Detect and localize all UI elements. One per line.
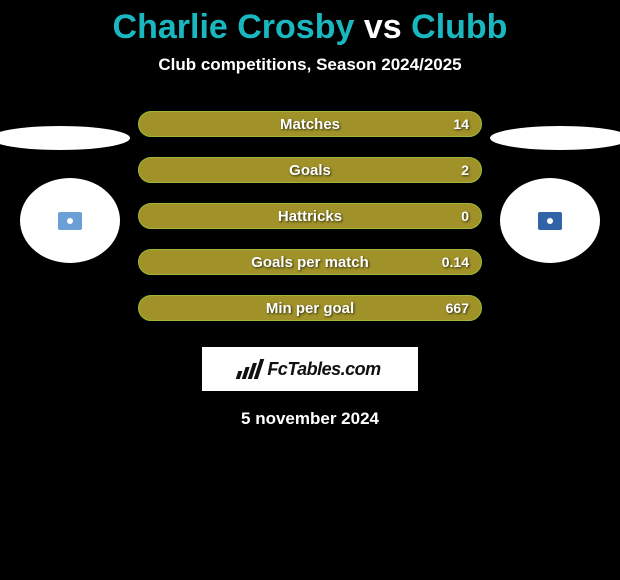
player1-crest-icon xyxy=(58,212,82,230)
stat-bar-hattricks: Hattricks 0 xyxy=(138,203,482,229)
bar-chart-icon xyxy=(236,359,264,379)
stat-bar-matches: Matches 14 xyxy=(138,111,482,137)
title-player1: Charlie Crosby xyxy=(113,8,355,46)
stat-label: Matches xyxy=(280,116,340,133)
player2-crest-oval xyxy=(500,178,600,263)
stat-value: 2 xyxy=(461,162,469,178)
player2-flag-oval xyxy=(490,126,620,150)
logo-text: FcTables.com xyxy=(267,359,380,380)
stat-bar-goals-per-match: Goals per match 0.14 xyxy=(138,249,482,275)
stat-value: 667 xyxy=(446,300,469,316)
stat-bar-min-per-goal: Min per goal 667 xyxy=(138,295,482,321)
stat-label: Goals per match xyxy=(251,254,369,271)
player2-crest-icon xyxy=(538,212,562,230)
stat-label: Goals xyxy=(289,162,331,179)
title-player2: Clubb xyxy=(411,8,507,46)
page-title: Charlie Crosby vs Clubb xyxy=(0,8,620,47)
stat-value: 14 xyxy=(453,116,469,132)
date-label: 5 november 2024 xyxy=(0,409,620,429)
stat-label: Min per goal xyxy=(266,300,354,317)
stat-bar-goals: Goals 2 xyxy=(138,157,482,183)
stats-list: Matches 14 Goals 2 Hattricks 0 Goals per… xyxy=(138,111,482,321)
stat-value: 0.14 xyxy=(442,254,469,270)
stat-label: Hattricks xyxy=(278,208,342,225)
title-vs: vs xyxy=(364,8,402,46)
player1-crest-oval xyxy=(20,178,120,263)
subtitle: Club competitions, Season 2024/2025 xyxy=(0,55,620,75)
stat-value: 0 xyxy=(461,208,469,224)
fctables-logo: FcTables.com xyxy=(202,347,418,391)
